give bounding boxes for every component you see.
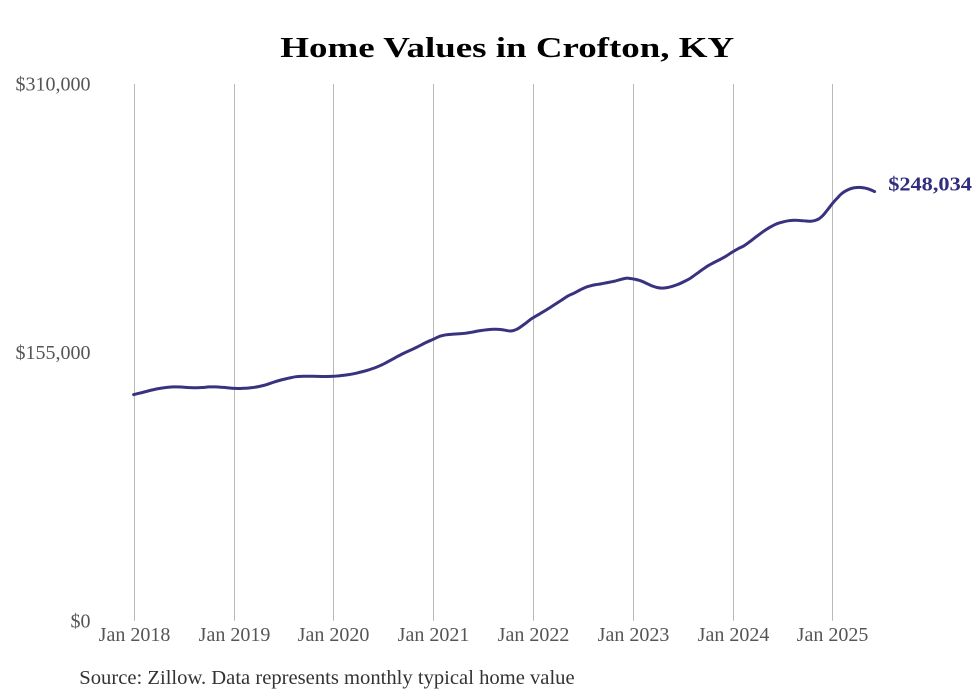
svg-text:Jan 2020: Jan 2020 (298, 624, 370, 646)
svg-text:Jan 2023: Jan 2023 (598, 624, 670, 646)
svg-text:Source: Zillow. Data represent: Source: Zillow. Data represents monthly … (79, 667, 574, 689)
svg-text:Jan 2019: Jan 2019 (199, 624, 271, 646)
svg-text:$248,034: $248,034 (888, 172, 972, 195)
svg-text:$310,000: $310,000 (16, 74, 91, 96)
svg-text:Jan 2025: Jan 2025 (797, 624, 869, 646)
svg-text:$0: $0 (71, 611, 91, 633)
svg-text:Jan 2021: Jan 2021 (398, 624, 470, 646)
svg-text:Home Values in Crofton, KY: Home Values in Crofton, KY (280, 33, 734, 64)
svg-text:Jan 2022: Jan 2022 (498, 624, 570, 646)
svg-text:Jan 2024: Jan 2024 (698, 624, 770, 646)
svg-text:Jan 2018: Jan 2018 (99, 624, 171, 646)
svg-text:$155,000: $155,000 (16, 342, 91, 364)
